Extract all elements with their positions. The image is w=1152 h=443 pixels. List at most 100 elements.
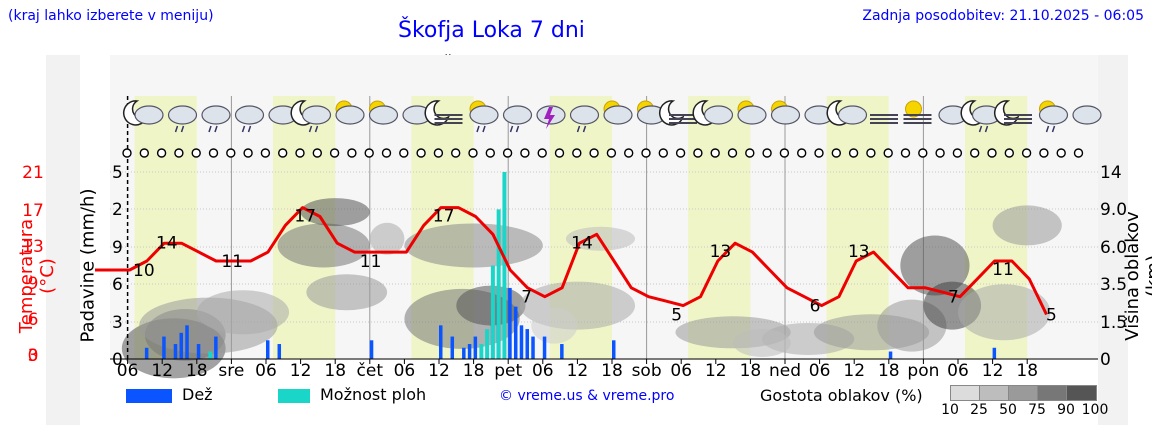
precipitation-tick: 5 xyxy=(112,163,123,183)
sun-cloud-icon xyxy=(335,100,365,125)
wind-calm-icon xyxy=(693,148,703,158)
rain-bar xyxy=(612,340,616,359)
rain-bar xyxy=(196,344,201,359)
left-axis-band xyxy=(46,55,80,425)
rain-legend-label: Dež xyxy=(182,385,213,404)
x-tick-label: 12 xyxy=(151,361,173,381)
max-temperature-label: 13 xyxy=(848,242,870,262)
min-temperature-label: 11 xyxy=(360,252,382,272)
wind-calm-icon xyxy=(952,148,963,158)
wind-calm-icon xyxy=(226,148,236,158)
wind-calm-icon xyxy=(260,148,271,158)
rain-bar xyxy=(369,340,374,359)
rain-bar xyxy=(450,336,455,359)
wind-calm-icon xyxy=(174,148,184,158)
x-tick-label: 12 xyxy=(428,361,450,381)
rain-cloud-icon xyxy=(569,105,600,133)
page-title: Škofja Loka 7 dni xyxy=(398,18,585,43)
cloud-height-tick: 6.0 xyxy=(1100,238,1127,258)
x-tick-label: 18 xyxy=(878,361,900,381)
rain-bar xyxy=(473,336,478,359)
credit-link[interactable]: © vreme.us & vreme.pro xyxy=(499,388,675,404)
showers-bar xyxy=(479,344,484,359)
cloud-density-area xyxy=(404,223,543,268)
x-tick-label: ned xyxy=(769,361,801,381)
rain-bar xyxy=(888,351,893,359)
showers-bar xyxy=(502,172,507,359)
min-temperature-label: 7 xyxy=(521,288,532,308)
wind-calm-icon xyxy=(1039,148,1049,158)
wind-calm-icon xyxy=(381,148,392,158)
x-tick-label: 12 xyxy=(290,361,312,381)
moon-rain-icon xyxy=(960,100,1002,133)
wind-calm-icon xyxy=(468,148,478,158)
sun-cloud-icon xyxy=(603,100,633,125)
cloud-density-area xyxy=(958,284,1051,341)
wind-calm-icon xyxy=(658,148,668,158)
wind-calm-icon xyxy=(537,148,547,158)
cloud-density-area xyxy=(531,307,578,344)
precipitation-tick: 3 xyxy=(112,313,123,333)
max-temperature-label: 17 xyxy=(433,207,455,227)
wind-calm-icon xyxy=(139,148,150,158)
x-tick-label: pet xyxy=(494,361,522,381)
rain-bar xyxy=(179,332,183,359)
min-temperature-label: 5 xyxy=(1046,305,1057,325)
temperature-tick: 17 xyxy=(22,201,44,221)
precipitation-tick: 2 xyxy=(112,200,123,220)
rain-cloud-icon xyxy=(234,105,265,133)
right-axis-band xyxy=(1098,55,1128,425)
wind-calm-icon xyxy=(1004,148,1014,158)
rain-bar xyxy=(214,336,218,359)
density-label: 100 xyxy=(1081,402,1109,418)
wind-calm-icon xyxy=(572,148,582,158)
rain-bar xyxy=(173,344,178,359)
rain-bar xyxy=(525,329,529,359)
temperature-line xyxy=(95,206,1048,316)
x-tick-label: čet xyxy=(357,361,384,381)
wind-calm-icon xyxy=(779,148,790,158)
sun-cloud-icon xyxy=(770,100,801,125)
sun-cloud-icon xyxy=(737,100,767,125)
x-tick-label: 12 xyxy=(843,361,865,381)
daylight-band xyxy=(688,96,751,359)
density-swatch xyxy=(979,385,1010,401)
x-tick-label: 06 xyxy=(947,361,969,381)
min-temperature-label: 7 xyxy=(948,288,959,308)
wind-calm-icon xyxy=(295,148,305,158)
wind-calm-icon xyxy=(451,148,461,158)
moon-fog-icon xyxy=(424,100,463,126)
rain-bar xyxy=(462,347,466,359)
max-temperature-label: 14 xyxy=(156,233,178,253)
x-tick-label: sob xyxy=(632,361,662,381)
rain-bar xyxy=(144,347,149,359)
wind-calm-icon xyxy=(312,148,322,158)
x-tick-label: 18 xyxy=(186,361,208,381)
rain-cloud-icon xyxy=(502,105,533,133)
wind-calm-icon xyxy=(399,148,409,158)
max-temperature-label: 14 xyxy=(571,233,593,253)
rain-bar xyxy=(560,344,564,359)
showers-bar xyxy=(490,265,495,359)
moon-cloud-icon xyxy=(692,100,734,126)
rain-legend-swatch xyxy=(126,389,172,403)
cloud-density-area xyxy=(992,205,1062,246)
cloud-density-area xyxy=(306,274,388,311)
wind-calm-icon xyxy=(502,148,513,158)
min-temperature-label: 5 xyxy=(671,305,682,325)
temperature-tick: 13 xyxy=(22,237,44,257)
wind-calm-icon xyxy=(710,148,720,158)
cloud-height-tick: 14 xyxy=(1100,163,1122,183)
sun-rain-icon xyxy=(1038,100,1069,133)
rain-bar xyxy=(992,347,997,359)
temperature-tick: 3 xyxy=(27,346,39,366)
cloud-density-area xyxy=(196,290,290,335)
density-swatch xyxy=(1066,385,1097,401)
wind-calm-icon xyxy=(831,148,841,158)
thunderstorm-icon xyxy=(536,105,566,129)
x-tick-label: 06 xyxy=(117,361,139,381)
wind-calm-icon xyxy=(122,148,132,158)
wind-calm-icon xyxy=(433,148,444,158)
x-tick-label: 06 xyxy=(670,361,692,381)
